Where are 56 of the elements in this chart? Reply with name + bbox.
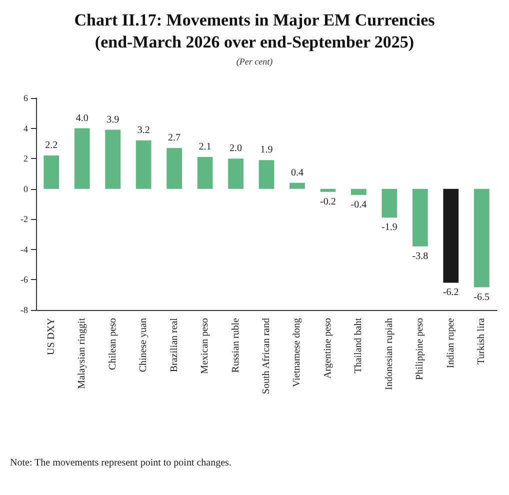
y-tick-label: -6 — [20, 274, 28, 285]
data-label: 2.0 — [230, 143, 242, 154]
x-tick-label: Philippine peso — [414, 318, 426, 380]
x-tick-label: Chilean peso — [107, 318, 118, 370]
data-label: -6.2 — [442, 287, 459, 298]
bar — [382, 188, 398, 218]
bar — [228, 158, 244, 189]
x-tick-label: Turkish lira — [476, 317, 488, 365]
data-label: -6.5 — [474, 292, 490, 303]
bar — [290, 182, 305, 189]
x-tick-label: Malaysian ringgit — [76, 318, 88, 389]
x-tick-label: Vietnamese dong — [292, 318, 303, 388]
x-tick-label: Mexican peso — [200, 318, 211, 374]
data-label: 1.9 — [260, 144, 273, 156]
x-tick-label: Indian rupee — [445, 317, 456, 368]
data-label: 2.7 — [168, 132, 181, 144]
data-label: 3.9 — [106, 114, 120, 126]
data-label: 0.4 — [290, 167, 304, 178]
text: Note: The movements represent point to point changes. — [10, 458, 232, 468]
data-label: 2.1 — [198, 142, 212, 153]
data-label: -3.8 — [412, 250, 428, 262]
data-label: 2.2 — [45, 140, 58, 152]
x-tick-label: Russian ruble — [230, 317, 242, 373]
y-tick-label: -4 — [20, 244, 28, 254]
bar — [44, 156, 60, 189]
y-tick-label: -2 — [20, 214, 28, 224]
y-tick-label: -8 — [20, 305, 28, 315]
data-label: -1.9 — [382, 222, 398, 234]
data-label: -0.2 — [320, 196, 336, 208]
bar — [74, 128, 90, 189]
x-tick-label: Indonesian rupiah — [384, 318, 395, 390]
bar — [105, 130, 121, 189]
x-tick-label: US DXY — [46, 318, 57, 355]
bar — [412, 188, 428, 246]
y-tick-label: 0 — [24, 184, 28, 194]
x-tick-label: Argentine peso — [322, 318, 334, 379]
bar — [443, 188, 459, 283]
bar — [474, 188, 490, 288]
y-tick-label: 6 — [24, 93, 28, 103]
y-tick-label: 2 — [24, 154, 28, 164]
y-tick-label: 4 — [24, 123, 28, 134]
data-label: -0.4 — [350, 199, 367, 210]
x-tick-label: Thailand baht — [353, 318, 364, 374]
bar — [320, 188, 336, 192]
x-tick-label: Brazilian real — [168, 318, 180, 372]
bar — [166, 148, 182, 189]
x-tick-label: Chinese yuan — [138, 318, 150, 372]
data-label: 3.2 — [137, 124, 150, 136]
x-tick-label: South African rand — [261, 318, 272, 394]
chart-subtitle: (Per cent) — [236, 56, 273, 66]
bar — [351, 188, 366, 195]
bar — [136, 140, 152, 189]
chart-title: Chart II.17: Movements in Major EM Currencies (end-March 2026 over end-September 2025) — [74, 10, 436, 52]
bar — [258, 160, 274, 189]
data-label: 4.0 — [76, 112, 88, 124]
bar — [197, 157, 213, 189]
